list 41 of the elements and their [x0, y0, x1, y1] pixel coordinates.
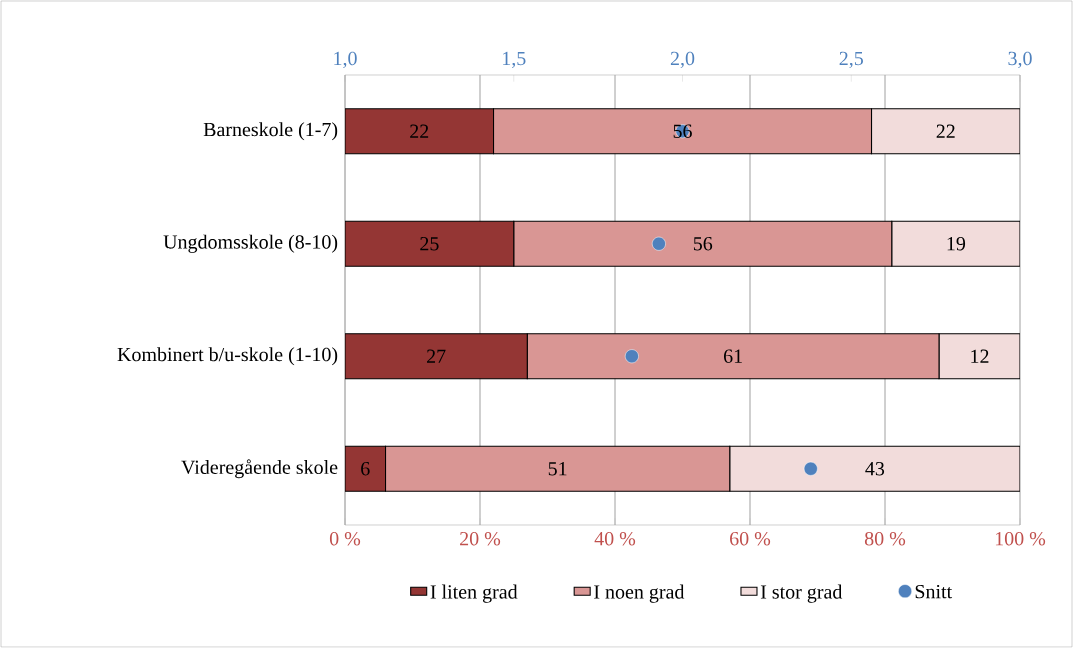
y-tick-label: Videregående skole [181, 459, 338, 479]
x-tick-label: 40 % [594, 531, 636, 546]
bar [938, 333, 1020, 380]
bar [345, 108, 495, 155]
bar [891, 220, 1020, 267]
x-tick-label: 100 % [995, 531, 1046, 546]
y-tick-label: Ungdomsskole (8-10) [163, 234, 338, 253]
data-label: 22 [936, 124, 955, 138]
y-tick-label: Kombinert b/u-skole (1-10) [117, 347, 338, 366]
data-label: 43 [865, 462, 885, 476]
x-tick-label: 20 % [460, 531, 501, 546]
x-tick-label: 60 % [730, 531, 771, 546]
bar [729, 445, 1020, 492]
point [624, 349, 639, 364]
bar [345, 445, 387, 492]
x2-tick-label: 1,0 [334, 51, 357, 69]
point [651, 236, 666, 251]
bar [870, 108, 1020, 155]
bar [345, 220, 515, 267]
legend-label: I stor grad [760, 584, 843, 603]
data-label: 61 [723, 349, 742, 363]
data-label: 51 [548, 462, 567, 476]
legend-label: Snitt [915, 584, 953, 599]
x-tick-label: 0 % [329, 531, 361, 546]
x2-tick-label: 2,5 [839, 51, 863, 69]
data-label: 6 [361, 462, 370, 476]
data-label: 12 [971, 349, 989, 363]
bar [345, 333, 528, 380]
point [803, 461, 818, 476]
x2-tick-label: 3,0 [1008, 51, 1032, 69]
data-label: 56 [693, 237, 713, 251]
legend-label: I liten grad [430, 584, 518, 603]
legend-label: I noen grad [594, 584, 685, 603]
x2-tick-label: 2,0 [670, 51, 695, 69]
x-tick-label: 80 % [864, 531, 906, 546]
data-label: 19 [947, 237, 966, 251]
y-tick-label: Barneskole (1-7) [203, 122, 338, 141]
data-label: 25 [420, 237, 439, 251]
x2-tick-label: 1,5 [503, 51, 526, 69]
data-label: 27 [427, 349, 446, 363]
data-label: 22 [410, 124, 429, 138]
